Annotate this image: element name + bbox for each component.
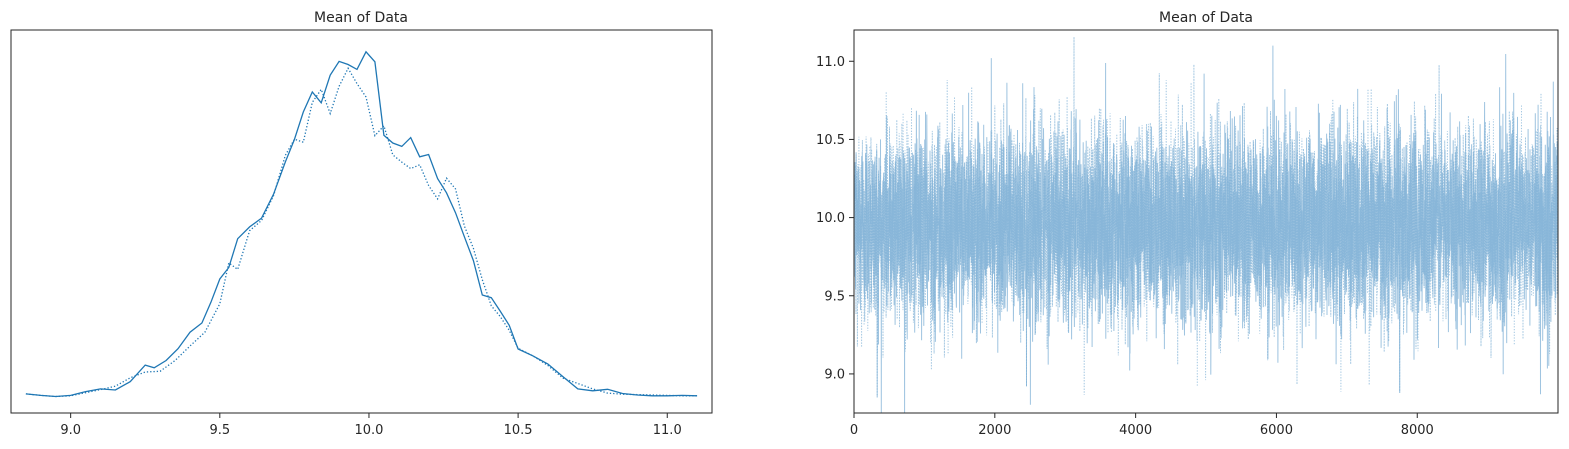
trace-y-tick-label: 9.0 [824,367,845,382]
trace-plot-area [853,29,1559,414]
kde-x-tick-label: 10.5 [504,423,533,438]
trace-x-tick-label: 4000 [1119,423,1152,438]
trace-y-axis: 9.0 9.5 10.0 10.5 11.0 [816,55,854,382]
trace-panel: Mean of Data 0 2000 4000 6000 8000 9.0 9.5 10.… [816,10,1559,438]
trace-series-group [854,36,1558,413]
kde-line-solid [25,50,698,398]
trace-x-tick-label: 6000 [1260,423,1293,438]
kde-line-dotted [25,66,698,398]
trace-y-tick-label: 10.5 [816,133,845,148]
kde-panel: Mean of Data 9.0 9.5 10.0 10.5 11.0 [10,10,713,438]
kde-x-tick-label: 9.0 [60,423,81,438]
trace-x-axis: 0 2000 4000 6000 8000 [850,413,1434,438]
kde-x-tick-label: 9.5 [209,423,230,438]
kde-series-group [25,50,698,398]
trace-y-tick-label: 9.5 [824,289,845,304]
trace-line-dotted [854,36,1558,398]
kde-title: Mean of Data [314,10,408,26]
trace-x-tick-label: 8000 [1401,423,1434,438]
trace-y-tick-label: 11.0 [816,55,845,70]
trace-y-tick-label: 10.0 [816,211,845,226]
kde-x-axis: 9.0 9.5 10.0 10.5 11.0 [60,413,682,438]
trace-x-tick-label: 2000 [978,423,1011,438]
trace-x-tick-label: 0 [850,423,858,438]
trace-title: Mean of Data [1159,10,1253,26]
kde-x-tick-label: 11.0 [653,423,682,438]
kde-plot-area [10,29,713,414]
kde-x-tick-label: 10.0 [354,423,383,438]
